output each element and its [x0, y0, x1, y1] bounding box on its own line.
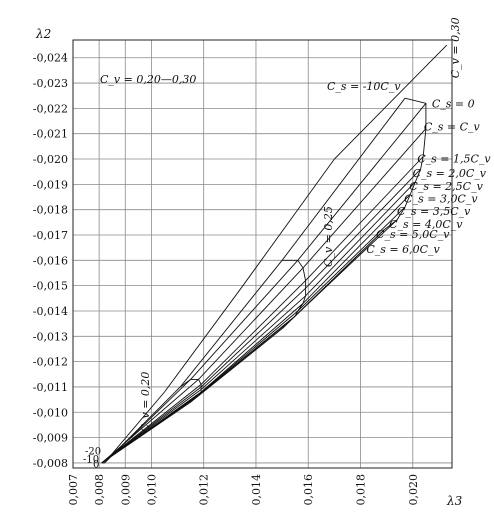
x-tick-label: 0,008: [93, 474, 106, 506]
plot-border: [72, 39, 453, 469]
x-tick-label: 0,010: [145, 474, 158, 506]
y-tick-label: -0,018: [33, 204, 68, 217]
cs-series-label: C_s = 2,0C_v: [413, 167, 487, 180]
end-label: -20: [85, 446, 101, 457]
cv-series-line: [368, 97, 427, 246]
y-tick-label: -0,012: [33, 356, 68, 369]
y-tick-label: -0,019: [33, 178, 68, 191]
plot-frame: [72, 39, 453, 469]
y-tick-label: -0,016: [33, 254, 68, 267]
cv-series-label: C_v = 0,30: [449, 17, 462, 78]
y-tick-label: -0,021: [33, 128, 68, 141]
y-tick-label: -0,011: [33, 381, 68, 394]
cs-series-label: C_s = 5,0C_v: [376, 228, 450, 241]
y-tick-label: -0,022: [33, 102, 68, 115]
x-tick-label: 0,018: [355, 474, 368, 506]
cv-series-label: C_v = 0,20: [139, 372, 152, 433]
x-axis-label: λ3: [446, 494, 463, 508]
cv-series-line: [281, 259, 307, 330]
cs-series-label: C_s = 2,5C_v: [409, 180, 483, 193]
x-tick-label: 0,016: [302, 474, 315, 506]
x-tick-label: 0,007: [67, 474, 80, 506]
x-tick-labels: 0,007 0,008 0,009 0,010 0,012 0,014 0,016 0,018…: [67, 474, 420, 506]
cv-curves: [101, 97, 427, 464]
y-tick-label: -0,023: [33, 77, 68, 90]
x-tick-label: 0,014: [250, 474, 263, 506]
x-tick-label: 0,020: [407, 474, 420, 506]
y-tick-label: -0,009: [33, 432, 68, 445]
cs-series-line: [101, 244, 369, 464]
y-tick-labels: -0,008 -0,009 -0,010 -0,011 -0,012 -0,013 -0,0…: [33, 52, 68, 470]
x-tick-label: 0,009: [119, 474, 132, 506]
y-tick-label: -0,008: [33, 457, 68, 470]
cs-series-label: C_s = 0: [432, 97, 475, 110]
cv-range-note: C_v = 0,20—0,30: [100, 73, 196, 86]
cv-series-line: [179, 378, 202, 403]
y-tick-label: -0,014: [33, 305, 68, 318]
cs-series-line: [101, 156, 424, 464]
cv-series-label: C_v = 0,25: [322, 206, 335, 267]
cs-series-label: C_s = 3,0C_v: [404, 192, 478, 205]
cs-series-line: [101, 181, 416, 464]
outer-boundary-line: [104, 44, 448, 464]
cs-series-label: C_s = 3,5C_v: [397, 205, 471, 218]
cs-series-line: [101, 168, 421, 464]
cs-series-label: C_s = 6,0C_v: [366, 243, 440, 256]
curve-labels: C_s = -10C_v C_s = 0 C_s = C_v C_s = 1,5C_v…: [83, 17, 491, 470]
cs-series-line: [104, 103, 427, 464]
x-tick-label: 0,012: [198, 474, 211, 506]
cs-series-label: C_s = 1,5C_v: [417, 152, 491, 165]
y-axis-label: λ2: [35, 27, 51, 41]
end-label: -10: [83, 454, 99, 465]
y-tick-label: -0,010: [33, 406, 68, 419]
cs-series-line: [101, 128, 427, 464]
cs-series-label: C_s = C_v: [424, 121, 481, 134]
y-tick-label: -0,020: [33, 153, 68, 166]
cs-series-label: C_s = 4,0C_v: [389, 218, 463, 231]
end-label: 0: [93, 459, 99, 470]
cs-series-label: C_s = -10C_v: [327, 80, 401, 93]
cv-series-line: [101, 460, 108, 464]
y-tick-label: -0,024: [33, 52, 68, 65]
cs-series-line: [106, 97, 406, 461]
cs-curves: [101, 44, 448, 464]
y-tick-label: -0,013: [33, 330, 68, 343]
y-tick-label: -0,015: [33, 280, 68, 293]
y-tick-label: -0,017: [33, 229, 68, 242]
